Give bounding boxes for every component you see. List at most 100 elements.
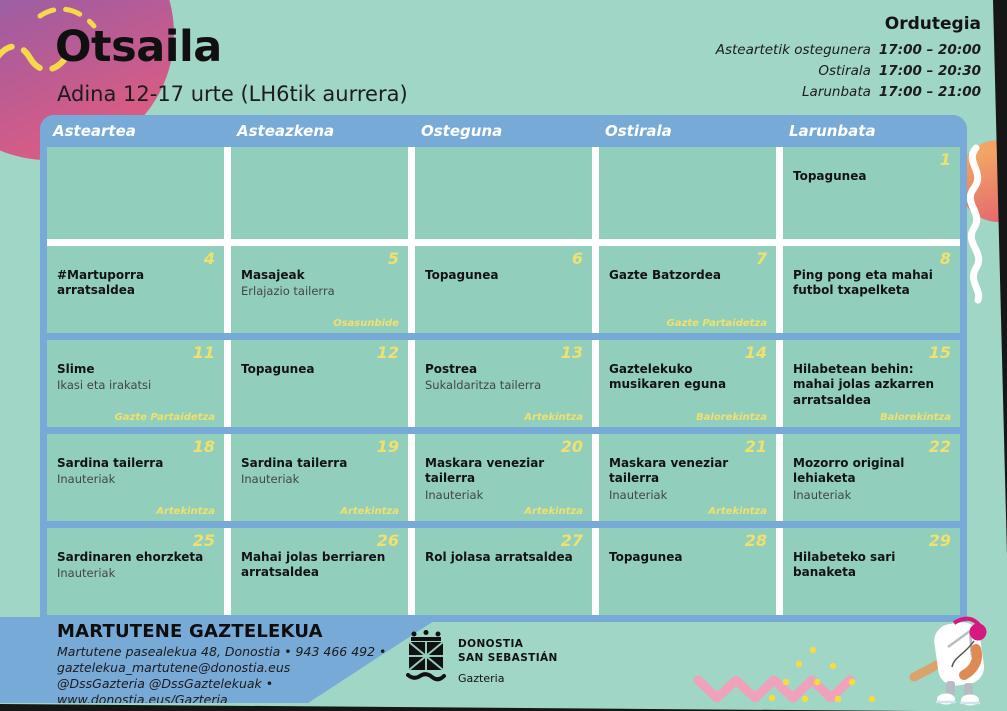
activity-title: Sardina tailerra: [241, 456, 348, 470]
activity-title: #Martuporra arratsaldea: [57, 268, 145, 298]
calendar-cell: [415, 147, 592, 239]
calendar-cell: [47, 147, 224, 239]
opening-hours-row: Ostirala 17:00 – 20:30: [716, 61, 981, 82]
venue-email: gaztelekua_martutene@donostia.eus: [57, 660, 291, 675]
calendar-cell: 25 Sardinaren ehorzketa Inauteriak: [47, 528, 224, 615]
calendar-cell: 26 Mahai jolas berriaren arratsaldea: [231, 528, 408, 615]
activity-title: Mozorro original lehiaketa: [793, 456, 905, 486]
mascot-illustration: [909, 616, 987, 706]
calendar-cell: 5 Masajeak Erlajazio tailerra Osasunbide: [231, 246, 408, 333]
donostia-logo: DONOSTIA SAN SEBASTIÁN Gazteria: [404, 629, 558, 685]
calendar-cell: 8 Ping pong eta mahai futbol txapelketa: [783, 246, 960, 333]
activity-title: Gaztelekuko musikaren eguna: [609, 362, 727, 392]
activity-subtitle: Erlajazio tailerra: [241, 284, 335, 299]
activity-title: Gazte Batzordea: [609, 268, 721, 282]
day-number: 5: [387, 249, 399, 268]
footer-contact-block: MARTUTENE GAZTELEKUA Martutene pasealeku…: [0, 617, 440, 703]
day-number: 4: [203, 249, 215, 268]
calendar-week-row: 1 Topagunea: [47, 147, 960, 239]
row-separator: [47, 333, 960, 340]
activity-subtitle: Inauteriak: [793, 487, 852, 502]
logo-department: Gazteria: [458, 672, 505, 686]
calendar-week-row: 25 Sardinaren ehorzketa Inauteriak 26 Mahai …: [47, 528, 960, 615]
activity-title: Hilabetean behin: mahai jolas azkarren a…: [793, 362, 935, 407]
calendar-cell: 14 Gaztelekuko musikaren eguna Balorekintz…: [599, 340, 776, 427]
donostia-emblem-icon: [406, 630, 446, 682]
day-number: 19: [376, 437, 399, 456]
day-number: 14: [744, 343, 767, 362]
yellow-squiggle-icon: [0, 6, 97, 73]
calendar-cell: 7 Gazte Batzordea Gazte Partaidetza: [599, 246, 776, 333]
logo-city-line1: DONOSTIA: [458, 638, 524, 650]
day-number: 11: [192, 343, 215, 362]
activity-title: Slime: [57, 362, 95, 376]
activity-subtitle: Inauteriak: [241, 472, 300, 487]
opening-hours-time: 17:00 – 21:00: [878, 83, 981, 100]
calendar-body: 1 Topagunea 4 #Martuporra arratsaldea 5 Masaj…: [40, 147, 967, 622]
venue-social: @DssGazteria @DssGaztelekuak •: [57, 676, 274, 691]
day-number: 12: [376, 343, 399, 362]
calendar-header-row: Asteartea Asteazkena Osteguna Ostirala L…: [40, 115, 967, 147]
activity-subtitle: Inauteriak: [609, 487, 668, 502]
day-number: 18: [192, 437, 215, 456]
calendar-cell: 19 Sardina tailerra Inauteriak Artekintza: [231, 434, 408, 521]
calendar-cell: 1 Topagunea: [783, 147, 960, 239]
calendar-week-row: 11 Slime Ikasi eta irakatsi Gazte Partaidet…: [47, 340, 960, 427]
opening-hours-label: Ostirala: [818, 62, 871, 79]
calendar-cell: 13 Postrea Sukaldaritza tailerra Artekintza: [415, 340, 592, 427]
day-number: 22: [928, 437, 951, 456]
calendar-cell: [231, 147, 408, 239]
opening-hours-title: Ordutegia: [884, 14, 981, 34]
day-number: 21: [744, 437, 767, 456]
activity-subtitle: Sukaldaritza tailerra: [425, 378, 542, 393]
calendar-cell: 15 Hilabetean behin: mahai jolas azkarren…: [783, 340, 960, 427]
activity-title: Maskara veneziar tailerra: [425, 456, 545, 486]
activity-title: Postrea: [425, 362, 478, 376]
day-number: 6: [571, 249, 583, 268]
activity-subtitle: Inauteriak: [57, 472, 116, 487]
activity-title: Rol jolasa arratsaldea: [425, 550, 573, 564]
calendar-cell: [599, 147, 776, 239]
day-header-ostirala: Ostirala: [605, 122, 672, 140]
day-number: 25: [192, 531, 215, 550]
activity-subtitle: Inauteriak: [425, 487, 484, 502]
opening-hours-label: Larunbata: [802, 83, 871, 100]
activity-title: Topagunea: [425, 268, 499, 282]
opening-hours-row: Asteartetik ostegunera 17:00 – 20:00: [716, 40, 981, 61]
day-header-asteartea: Asteartea: [53, 122, 136, 140]
activity-title: Ping pong eta mahai futbol txapelketa: [793, 268, 933, 298]
calendar-cell: 6 Topagunea: [415, 246, 592, 333]
day-number: 15: [928, 343, 951, 362]
row-separator: [47, 427, 960, 434]
day-header-osteguna: Osteguna: [421, 122, 503, 140]
calendar-week-row: 4 #Martuporra arratsaldea 5 Masajeak Erlajaz…: [47, 246, 960, 333]
calendar-cell: 4 #Martuporra arratsaldea: [47, 246, 224, 333]
opening-hours-row: Larunbata 17:00 – 21:00: [716, 82, 981, 103]
activity-title: Maskara veneziar tailerra: [609, 456, 729, 486]
category-tag: Gazte Partaidetza: [114, 412, 215, 423]
activity-subtitle: Inauteriak: [57, 566, 116, 581]
calendar-cell: 18 Sardina tailerra Inauteriak Artekintza: [47, 434, 224, 521]
day-number: 1: [939, 150, 951, 169]
venue-website: www.donostia.eus/Gazteria: [57, 692, 228, 707]
activity-title: Sardinaren ehorzketa: [57, 550, 204, 564]
calendar-cell: 27 Rol jolasa arratsaldea: [415, 528, 592, 615]
category-tag: Artekintza: [524, 506, 583, 517]
activity-title: Hilabeteko sari banaketa: [793, 550, 896, 580]
opening-hours-time: 17:00 – 20:30: [878, 62, 981, 79]
activity-title: Sardina tailerra: [57, 456, 164, 470]
opening-hours: Ordutegia Asteartetik ostegunera 17:00 – …: [716, 14, 981, 103]
logo-city-line2: SAN SEBASTIÁN: [458, 651, 558, 664]
activity-title: Topagunea: [241, 362, 315, 376]
day-header-asteazkena: Asteazkena: [237, 122, 335, 140]
category-tag: Balorekintza: [696, 412, 767, 423]
category-tag: Osasunbide: [333, 318, 399, 329]
category-tag: Artekintza: [708, 506, 767, 517]
row-separator: [47, 521, 960, 528]
day-number: 8: [939, 249, 951, 268]
zigzag-decoration: [693, 675, 855, 703]
day-header-larunbata: Larunbata: [789, 122, 876, 140]
category-tag: Artekintza: [340, 506, 399, 517]
category-tag: Artekintza: [156, 506, 215, 517]
